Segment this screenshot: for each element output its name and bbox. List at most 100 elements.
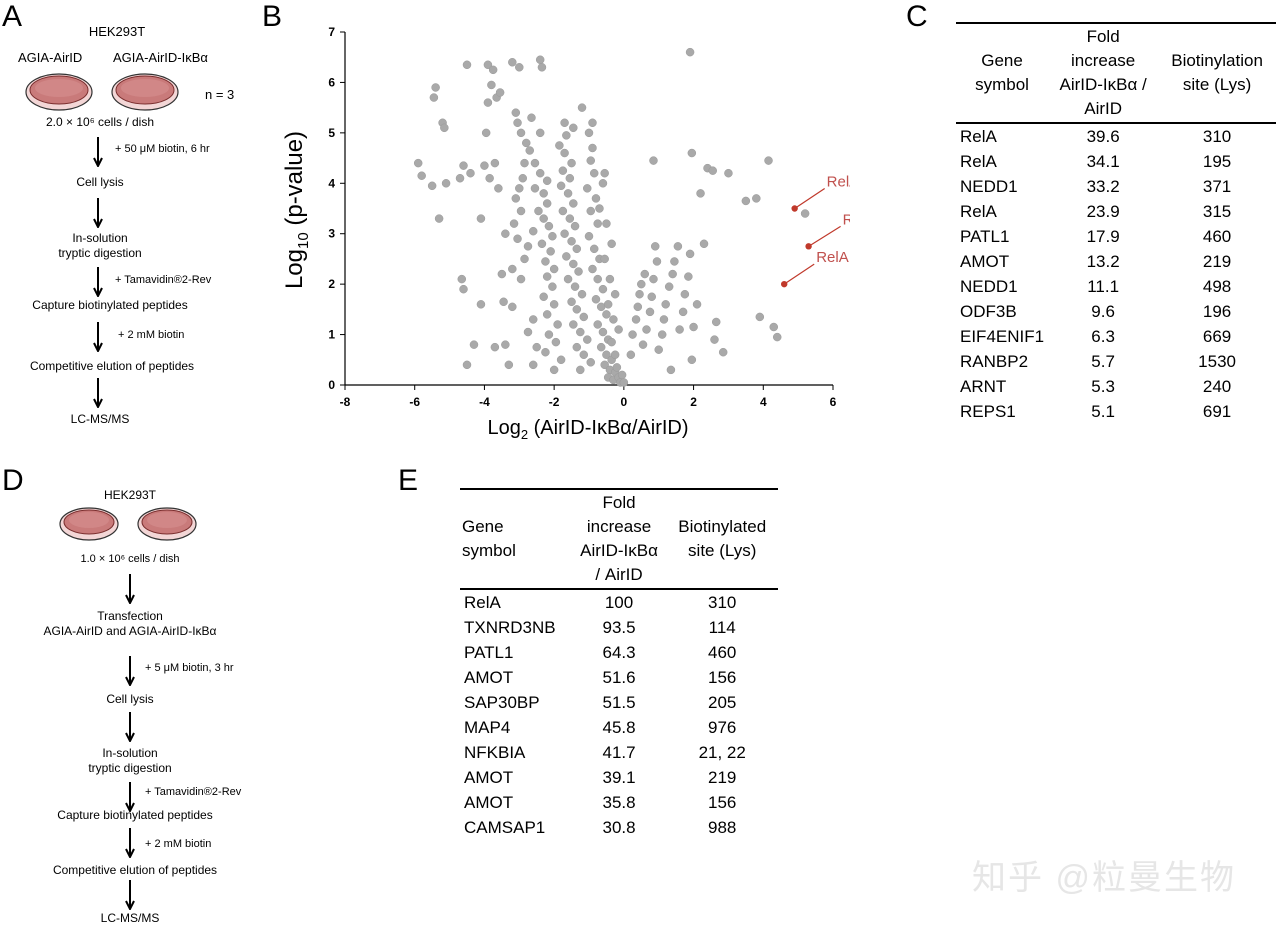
data-point <box>628 330 637 339</box>
table-row: RelA 34.1 195 <box>956 149 1276 174</box>
arrow-down-icon <box>125 712 135 742</box>
data-point <box>558 166 568 175</box>
data-point <box>772 332 782 342</box>
y-tick-label: 1 <box>328 328 335 342</box>
data-point <box>610 289 620 299</box>
data-point <box>501 229 510 238</box>
data-point <box>800 209 810 218</box>
data-point <box>440 123 449 133</box>
arrow-down-icon <box>93 137 103 167</box>
site-cell: 240 <box>1202 377 1232 396</box>
watermark-text: 知乎 @粒曼生物 <box>972 859 1236 897</box>
data-point <box>513 234 522 244</box>
table-row: RANBP2 5.7 1530 <box>956 349 1276 374</box>
table-row: CAMSAP1 30.8 988 <box>460 815 778 840</box>
data-point <box>598 179 608 188</box>
data-point <box>596 342 606 352</box>
data-point <box>591 194 601 203</box>
data-point <box>565 214 575 223</box>
data-point <box>612 363 622 372</box>
data-point <box>548 282 557 291</box>
data-point <box>586 206 595 216</box>
data-point <box>441 179 451 188</box>
arrow-down-icon <box>125 828 135 858</box>
x-tick-label: 2 <box>690 395 697 409</box>
label-leader-line <box>783 263 815 285</box>
step-note: + 50 μM biotin, 6 hr <box>115 143 210 155</box>
step-label: In-solution <box>102 746 158 760</box>
data-point <box>586 156 595 165</box>
fold-increase-cell: 93.5 <box>602 618 636 637</box>
fold-increase-cell: 5.7 <box>1091 352 1115 371</box>
data-point <box>544 330 554 339</box>
fold-increase-cell: 11.1 <box>1087 277 1120 296</box>
data-point <box>569 199 578 208</box>
data-point <box>518 173 528 183</box>
arrow-down-icon <box>125 782 135 812</box>
data-point <box>607 239 616 249</box>
data-point <box>413 158 423 168</box>
data-point <box>528 226 538 236</box>
data-point <box>494 184 503 193</box>
table-c: Gene symbol Fold increase AirID-IκBα / A… <box>956 22 1276 424</box>
data-point <box>635 289 644 299</box>
data-point <box>593 274 602 284</box>
data-point <box>556 181 566 191</box>
data-point <box>535 128 545 138</box>
step-label: LC-MS/MS <box>70 412 130 426</box>
table-row: ODF3B 9.6 196 <box>956 299 1276 324</box>
data-point <box>614 325 623 334</box>
data-point <box>673 242 683 251</box>
data-point <box>480 161 489 170</box>
fold-increase-cell: 17.9 <box>1086 227 1120 246</box>
table-row: PATL1 17.9 460 <box>956 224 1276 249</box>
data-point <box>610 350 620 359</box>
data-point <box>466 168 475 178</box>
data-point <box>584 231 594 241</box>
data-point <box>668 269 677 279</box>
data-point <box>567 297 576 307</box>
fold-increase-cell: 6.3 <box>1091 327 1115 346</box>
site-cell: 156 <box>708 668 737 687</box>
data-point <box>537 63 547 72</box>
data-point <box>570 221 580 231</box>
table-header: Fold increase AirID-IκBα / AirID <box>1059 27 1147 118</box>
site-cell: 988 <box>708 818 737 837</box>
data-point <box>579 312 589 322</box>
arrow-down-icon <box>125 656 135 686</box>
data-point <box>661 300 670 309</box>
data-point <box>434 214 444 223</box>
gene-symbol-cell: AMOT <box>464 793 514 812</box>
fold-increase-cell: 39.1 <box>602 768 636 787</box>
data-point <box>617 370 627 380</box>
table-row: MAP4 45.8 976 <box>460 715 778 740</box>
data-point <box>619 378 629 387</box>
data-point <box>516 274 526 284</box>
table-row: REPS1 5.1 691 <box>956 399 1276 424</box>
data-point <box>511 108 521 117</box>
data-point <box>549 300 559 309</box>
data-point <box>588 143 597 153</box>
data-point <box>509 219 519 228</box>
x-axis-label: Log2 (AirID-IκBα/AirID) <box>487 417 688 442</box>
data-point <box>741 196 751 206</box>
data-point <box>563 189 573 198</box>
highlighted-point <box>805 243 812 250</box>
data-point <box>462 60 472 70</box>
data-point <box>586 358 595 367</box>
data-point <box>633 302 643 312</box>
dish-right-label: AGIA-AirID-IκBα <box>113 50 208 65</box>
gene-symbol-cell: AMOT <box>464 768 514 787</box>
site-cell: 156 <box>708 793 737 812</box>
data-point <box>696 189 705 198</box>
data-point <box>654 345 663 354</box>
table-row: SAP30BP 51.5 205 <box>460 690 778 715</box>
data-point <box>476 214 486 223</box>
data-point <box>539 214 548 223</box>
table-row: AMOT 51.6 156 <box>460 665 778 690</box>
step-note: + Tamavidin®2-Rev <box>115 274 212 286</box>
table-header: Gene symbol <box>975 51 1029 94</box>
cell-line-label: HEK293T <box>103 488 157 502</box>
data-point <box>542 199 552 208</box>
data-point <box>577 289 587 299</box>
